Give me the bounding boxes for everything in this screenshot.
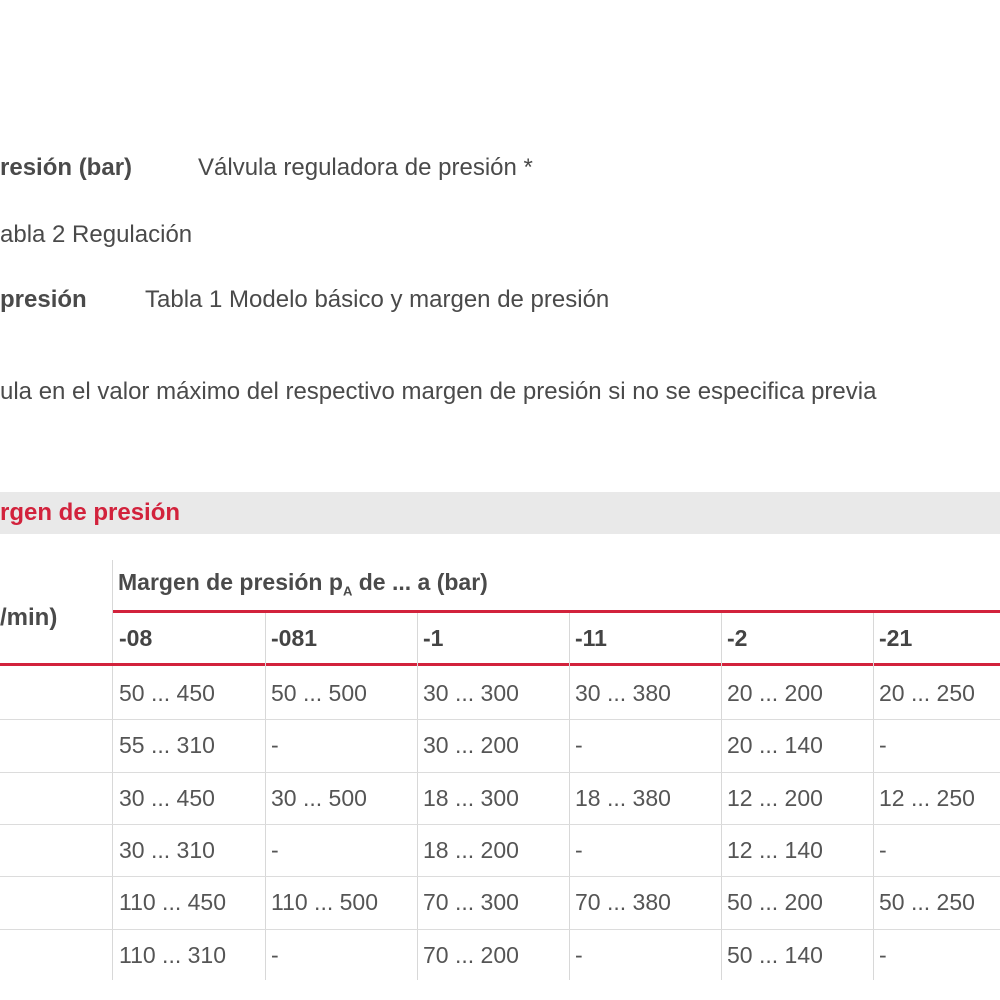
pressure-label: resión (bar) (0, 154, 133, 181)
table-cell: - (879, 836, 887, 863)
divider (569, 613, 570, 980)
divider (0, 771, 1000, 773)
table-cell: 12 ... 200 (727, 784, 823, 811)
divider (0, 876, 1000, 878)
divider (0, 663, 1000, 666)
table-cell: 20 ... 140 (727, 732, 823, 759)
section-title: rgen de presión (0, 499, 181, 526)
divider (417, 613, 418, 980)
column-header: -081 (271, 625, 318, 651)
table-cell: 110 ... 450 (119, 889, 226, 916)
table-cell: 55 ... 310 (119, 732, 215, 759)
table-cell: 50 ... 250 (879, 889, 975, 916)
table-cell: - (879, 732, 887, 759)
column-header: -11 (575, 625, 607, 651)
regulation-table-ref: abla 2 Regulación (0, 221, 193, 248)
table-cell: 12 ... 250 (879, 784, 975, 811)
divider (721, 613, 722, 980)
table-cell: - (271, 732, 279, 759)
table-cell: 50 ... 500 (271, 680, 367, 706)
table-cell: 30 ... 310 (119, 836, 215, 863)
table-cell: - (271, 941, 279, 968)
table-cell: 30 ... 380 (575, 680, 671, 706)
table-cell: 50 ... 140 (727, 941, 823, 968)
table-cell: 70 ... 300 (423, 889, 519, 916)
divider (0, 928, 1000, 930)
section-header: rgen de presión (0, 492, 1000, 534)
table-cell: 70 ... 200 (423, 941, 519, 968)
table-cell: - (271, 836, 279, 863)
table-cell: 30 ... 200 (423, 732, 519, 759)
table-cell: 70 ... 380 (575, 889, 671, 916)
divider (112, 560, 113, 980)
column-header: -21 (879, 625, 913, 651)
row-header: /min) (0, 604, 58, 631)
table-cell: 20 ... 250 (879, 680, 975, 706)
table-cell: 50 ... 450 (119, 680, 215, 706)
table-cell: 20 ... 200 (727, 680, 823, 706)
table-cell: - (575, 941, 583, 968)
divider (0, 823, 1000, 825)
column-header: -1 (423, 625, 444, 651)
table-cell: 50 ... 200 (727, 889, 823, 916)
group-header: Margen de presión pA de ... a (bar) (118, 569, 488, 599)
divider (113, 610, 1000, 613)
table-cell: 110 ... 500 (271, 889, 378, 916)
table-cell: - (575, 836, 583, 863)
table-cell: 30 ... 500 (271, 784, 367, 811)
pressure-range-label: presión (0, 286, 87, 313)
table-cell: 18 ... 380 (575, 784, 671, 811)
footnote: ula en el valor máximo del respectivo ma… (0, 378, 877, 405)
table-cell: - (879, 941, 887, 968)
table-cell: 30 ... 450 (119, 784, 215, 811)
table-cell: 18 ... 200 (423, 836, 519, 863)
divider (265, 613, 266, 980)
column-header: -2 (727, 625, 748, 651)
table-cell: 12 ... 140 (727, 836, 823, 863)
divider (873, 613, 874, 980)
column-header: -08 (119, 625, 153, 651)
table-cell: - (575, 732, 583, 759)
basic-model-table-ref: Tabla 1 Modelo básico y margen de presió… (145, 286, 610, 313)
table-cell: 18 ... 300 (423, 784, 519, 811)
divider (0, 719, 1000, 721)
table-cell: 30 ... 300 (423, 680, 519, 706)
pressure-valve-text: Válvula reguladora de presión * (198, 154, 533, 181)
table-cell: 110 ... 310 (119, 941, 226, 968)
